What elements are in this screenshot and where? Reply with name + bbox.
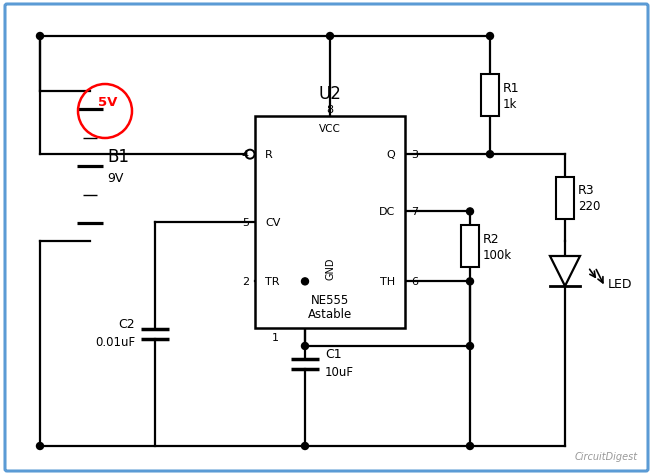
Text: 3: 3 xyxy=(411,150,418,160)
Circle shape xyxy=(466,443,473,449)
Bar xyxy=(461,226,479,268)
Circle shape xyxy=(302,343,308,350)
Text: R3: R3 xyxy=(578,184,595,197)
Text: 8: 8 xyxy=(326,105,334,115)
Text: C2: C2 xyxy=(118,318,135,331)
Circle shape xyxy=(486,151,494,159)
Text: VCC: VCC xyxy=(319,124,341,134)
Text: 5V: 5V xyxy=(99,95,118,108)
Text: Astable: Astable xyxy=(308,308,352,321)
Text: CircuitDigest: CircuitDigest xyxy=(575,451,638,461)
Text: 6: 6 xyxy=(411,277,418,287)
Text: R: R xyxy=(265,150,273,160)
FancyBboxPatch shape xyxy=(5,5,648,471)
Text: 9V: 9V xyxy=(107,172,123,185)
Bar xyxy=(481,75,499,117)
Bar xyxy=(556,177,574,219)
Circle shape xyxy=(302,443,308,449)
Text: 5: 5 xyxy=(242,218,249,228)
Text: DC: DC xyxy=(379,207,395,217)
Text: 0.01uF: 0.01uF xyxy=(95,336,135,349)
Circle shape xyxy=(486,33,494,40)
Text: 100k: 100k xyxy=(483,248,512,261)
Text: Q: Q xyxy=(387,150,395,160)
Text: CV: CV xyxy=(265,218,280,228)
Text: 1k: 1k xyxy=(503,98,517,110)
Circle shape xyxy=(37,443,44,449)
Text: R2: R2 xyxy=(483,232,500,245)
Text: U2: U2 xyxy=(319,85,342,103)
Text: 7: 7 xyxy=(411,207,418,217)
Circle shape xyxy=(37,33,44,40)
Text: LED: LED xyxy=(608,277,633,290)
Circle shape xyxy=(466,208,473,216)
Text: TH: TH xyxy=(380,277,395,287)
Text: C1: C1 xyxy=(325,347,342,360)
Text: 4: 4 xyxy=(242,150,249,160)
Text: NE555: NE555 xyxy=(311,294,349,307)
Text: B1: B1 xyxy=(107,148,129,166)
Text: 2: 2 xyxy=(242,277,249,287)
Bar xyxy=(255,117,405,328)
Circle shape xyxy=(466,278,473,285)
Text: GND: GND xyxy=(325,257,335,280)
Text: TR: TR xyxy=(265,277,279,287)
Text: 220: 220 xyxy=(578,199,600,213)
Text: 1: 1 xyxy=(272,332,278,342)
Circle shape xyxy=(302,278,308,285)
Text: R1: R1 xyxy=(503,81,520,94)
Circle shape xyxy=(326,33,334,40)
Circle shape xyxy=(466,343,473,350)
Text: 10uF: 10uF xyxy=(325,366,354,378)
